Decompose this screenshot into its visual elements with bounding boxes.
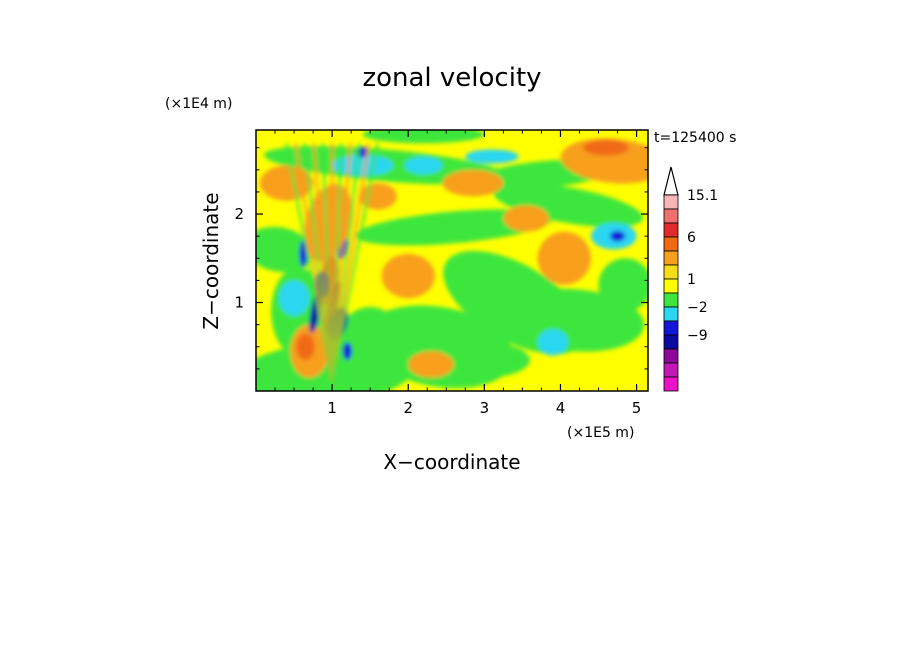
- x-multiplier-label: (×1E5 m): [567, 425, 634, 441]
- field-contour: [342, 342, 352, 361]
- field-contour: [259, 165, 314, 201]
- time-label: t=125400 s: [654, 130, 736, 146]
- colorbar-level: [663, 320, 679, 336]
- y-tick-label: 1: [234, 294, 244, 312]
- colorbar-level: [663, 348, 679, 364]
- x-axis-label: X−coordinate: [383, 450, 520, 474]
- colorbar-level: [663, 292, 679, 308]
- field-streak: [294, 143, 334, 383]
- field-contour: [503, 205, 550, 232]
- colorbar-level: [663, 264, 679, 280]
- y-axis-label: Z−coordinate: [199, 192, 223, 329]
- x-tick-label: 2: [403, 399, 413, 417]
- colorbar-level: [663, 362, 679, 378]
- colorbar-label: −2: [687, 300, 708, 316]
- field-streak: [330, 143, 362, 383]
- field-contour: [493, 183, 644, 228]
- field-streak: [330, 143, 352, 383]
- heatmap-field: [256, 130, 648, 391]
- y-tick-label: 2: [234, 205, 244, 223]
- field-contour: [609, 230, 626, 242]
- colorbar-level: [663, 208, 679, 224]
- field-streak: [330, 143, 343, 383]
- y-multiplier-label: (×1E4 m): [165, 96, 232, 112]
- field-streak: [303, 143, 334, 383]
- field-contour: [438, 342, 531, 378]
- colorbar-level: [663, 376, 679, 392]
- colorbar-label: 1: [687, 272, 696, 288]
- x-tick-label: 3: [480, 399, 490, 417]
- x-tick-label: 5: [632, 399, 642, 417]
- field-streak: [321, 143, 334, 383]
- field-contour: [404, 156, 443, 175]
- field-contour: [537, 231, 591, 285]
- colorbar-level: [663, 306, 679, 322]
- colorbar-level: [663, 222, 679, 238]
- field-contour: [598, 258, 648, 312]
- x-axis: 1 2 3 4 5: [274, 130, 642, 417]
- field-contour: [381, 253, 435, 299]
- x-tick-label: 4: [556, 399, 566, 417]
- chart-title: zonal velocity: [362, 63, 541, 93]
- field-contour: [442, 169, 504, 197]
- colorbar: 15.1 6 1 −2 −9: [663, 166, 718, 392]
- colorbar-level: [663, 250, 679, 266]
- field-contour: [339, 306, 401, 369]
- field-streak: [284, 142, 334, 383]
- field-contour: [465, 149, 519, 164]
- field-contour: [583, 139, 629, 156]
- field-streak: [330, 142, 380, 383]
- plot-frame: [255, 129, 649, 392]
- colorbar-level: [663, 278, 679, 294]
- colorbar-label: 6: [687, 230, 696, 246]
- field-contour: [408, 351, 454, 378]
- field-contour: [537, 329, 569, 356]
- field-contour: [362, 130, 485, 144]
- colorbar-level: [663, 334, 679, 350]
- field-contour: [278, 280, 310, 316]
- field-contour: [296, 333, 315, 361]
- y-axis: 12: [234, 147, 648, 370]
- colorbar-label: −9: [687, 328, 708, 344]
- field-streak: [312, 143, 334, 383]
- x-tick-label: 1: [327, 399, 337, 417]
- colorbar-level: [663, 236, 679, 252]
- colorbar-overflow-arrow: [663, 166, 679, 196]
- colorbar-level: [663, 194, 679, 210]
- colorbar-label: 15.1: [687, 188, 718, 204]
- field-contour: [355, 209, 553, 246]
- field-contour: [256, 226, 313, 273]
